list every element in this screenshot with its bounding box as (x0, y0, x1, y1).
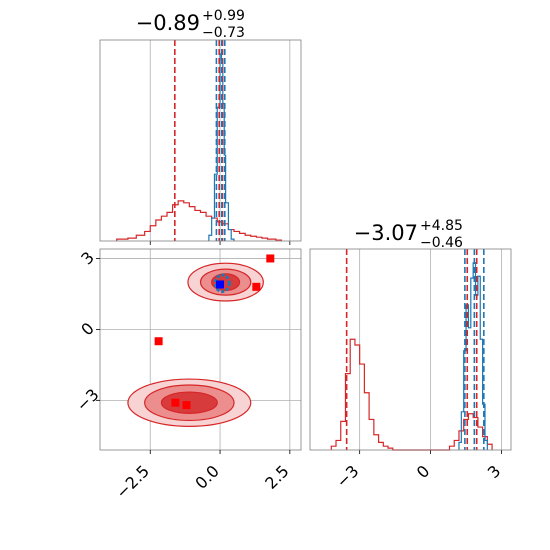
joint-x-tick-label-2: 2.5 (261, 461, 292, 492)
panel-joint-y-ticks: 3 0 −3 (73, 248, 103, 415)
panel-marginal-x-frame (99, 39, 302, 242)
title-y-lower-error: −0.46 (420, 235, 463, 251)
title-x-parameter: −0.89 +0.99 −0.73 (136, 8, 245, 41)
title-y-upper-error: +4.85 (420, 218, 463, 234)
joint-y-tick-label-1: 0 (77, 319, 98, 340)
joint-y-tick-label-2: −3 (73, 385, 103, 415)
joint-red-point-0 (266, 254, 275, 263)
marginal-y-histogram-red (330, 338, 493, 451)
marginal-y-x-tick-label-0: −3 (332, 461, 362, 491)
joint-red-point-1 (252, 282, 261, 291)
title-x-value: −0.89 (136, 11, 200, 35)
joint-x-tick-label-1: 0.0 (191, 461, 222, 492)
joint-y-tick-label-0: 3 (77, 248, 98, 269)
panel-marginal-y: −3 0 3 (309, 248, 512, 492)
panel-marginal-x (99, 39, 302, 245)
marginal-y-histogram-blue (458, 262, 488, 450)
title-x-upper-error: +0.99 (202, 8, 245, 24)
joint-red-point-3 (171, 398, 180, 407)
joint-red-point-2 (154, 337, 163, 346)
panel-marginal-y-x-ticks: −3 0 3 (332, 461, 504, 491)
panel-marginal-x-marks (116, 40, 291, 245)
joint-red-point-4 (182, 401, 191, 410)
marginal-y-x-tick-label-1: 0 (413, 461, 434, 482)
panel-joint-marks (127, 254, 275, 427)
marginal-x-histogram-red (116, 200, 283, 241)
marginal-y-x-tick-label-2: 3 (484, 461, 505, 482)
joint-blue-point-0 (216, 280, 225, 289)
title-y-parameter: −3.07 +4.85 −0.46 (354, 218, 463, 251)
panel-joint-frame (99, 248, 302, 451)
title-x-lower-error: −0.73 (202, 25, 245, 41)
panel-marginal-x-background (100, 40, 301, 241)
panel-joint: −2.5 0.0 2.5 3 0 −3 (73, 248, 302, 502)
panel-joint-x-ticks: −2.5 0.0 2.5 (112, 450, 293, 502)
panel-marginal-y-frame (309, 248, 512, 451)
title-y-value: −3.07 (354, 221, 418, 245)
panel-marginal-y-marks (330, 249, 502, 454)
joint-x-tick-label-0: −2.5 (112, 461, 153, 502)
joint-blue-contour (213, 273, 231, 294)
